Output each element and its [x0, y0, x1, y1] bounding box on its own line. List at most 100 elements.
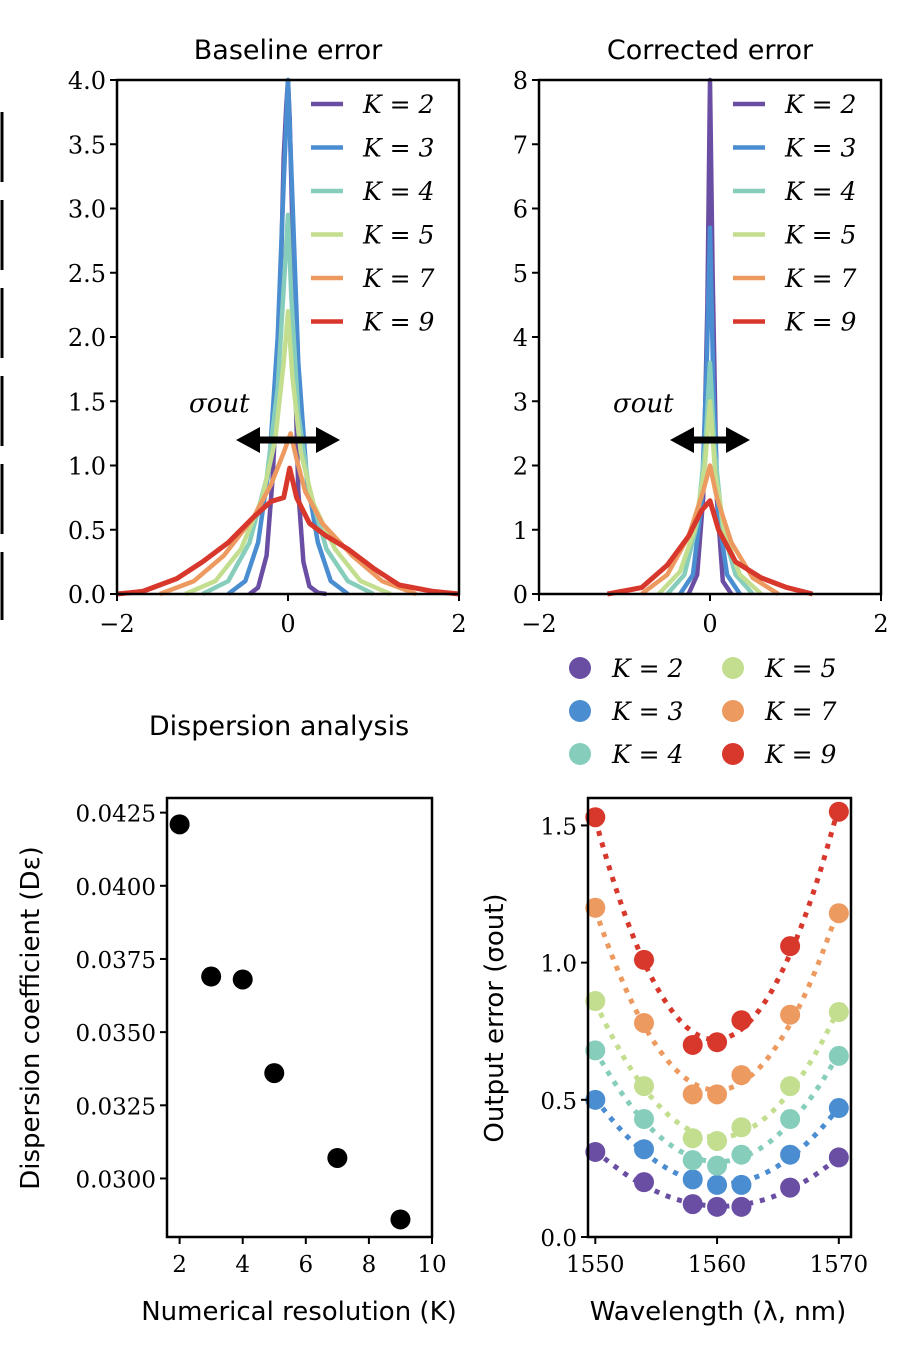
legend-label: K = 4 [784, 177, 856, 206]
legend-label: K = 2 [362, 90, 434, 119]
x-tick-label: 2 [451, 610, 466, 638]
fit-curve-k=7 [592, 906, 842, 1093]
y-tick-label: 2.5 [68, 260, 106, 288]
data-point [780, 936, 801, 957]
arrow-head-right [316, 427, 340, 453]
x-axis-label: Wavelength (λ, nm) [590, 1297, 847, 1327]
legend-label: K = 4 [362, 177, 434, 206]
legend-label: K = 5 [784, 221, 856, 250]
x-tick-label: −2 [521, 610, 556, 638]
data-point [585, 1141, 606, 1162]
data-point [634, 1076, 655, 1097]
data-point [585, 897, 606, 918]
arrow-head-right [726, 427, 750, 453]
legend-marker [569, 657, 591, 679]
legend-label: K = 5 [362, 221, 434, 250]
data-point [585, 807, 606, 828]
sigma-annotation: σout [613, 389, 674, 419]
x-tick-label: 0 [280, 610, 295, 638]
sigma-annotation: σout [189, 389, 250, 419]
data-point [707, 1130, 728, 1151]
data-point [780, 1144, 801, 1165]
legend-marker [722, 657, 744, 679]
data-point [634, 1109, 655, 1130]
x-tick-label: −2 [99, 610, 134, 638]
y-tick-label: 6 [513, 196, 528, 224]
data-point [634, 1012, 655, 1033]
legend-label: K = 5 [764, 654, 836, 683]
x-tick-label: 6 [298, 1252, 313, 1278]
y-tick-label: 2.0 [68, 324, 106, 352]
y-tick-label: 0.0425 [76, 802, 156, 828]
series-line-k=9 [606, 498, 814, 597]
y-tick-label: 2 [513, 453, 528, 481]
y-tick-label: 5 [513, 260, 528, 288]
y-tick-label: 0.5 [540, 1089, 577, 1115]
y-tick-label: 0.0375 [76, 948, 156, 974]
y-tick-label: 4.0 [68, 67, 106, 95]
data-point [634, 1172, 655, 1193]
data-point [731, 1144, 752, 1165]
data-point [780, 1177, 801, 1198]
plot-frame [165, 796, 434, 1239]
series-line-k=7 [159, 431, 418, 597]
y-tick-label: 1.0 [68, 453, 106, 481]
legend-label: K = 9 [784, 308, 857, 337]
y-tick-label: 1 [513, 517, 528, 545]
legend-marker [722, 700, 744, 722]
data-point [731, 1010, 752, 1031]
y-tick-label: 1.5 [540, 814, 577, 840]
data-point [682, 1194, 703, 1215]
data-point [682, 1034, 703, 1055]
legend-label: K = 7 [362, 264, 435, 293]
y-tick-label: 0.0 [68, 581, 106, 609]
x-tick-label: 8 [362, 1252, 377, 1278]
data-point [682, 1169, 703, 1190]
data-point [731, 1065, 752, 1086]
x-axis-label: Numerical resolution (K) [141, 1297, 457, 1327]
data-point [585, 991, 606, 1012]
chart-title: Baseline error [194, 35, 383, 66]
data-point [585, 1040, 606, 1061]
legend-marker [569, 743, 591, 765]
legend-marker [722, 743, 744, 765]
legend-label: K = 2 [611, 654, 683, 683]
data-point [169, 814, 190, 835]
fit-curve-k=5 [593, 1001, 842, 1140]
data-point [585, 1089, 606, 1110]
y-tick-label: 0.0300 [76, 1167, 156, 1193]
y-tick-label: 7 [513, 131, 528, 159]
legend-label: K = 9 [362, 308, 435, 337]
data-point [327, 1147, 348, 1168]
data-point [828, 1098, 849, 1119]
y-tick-label: 8 [513, 67, 528, 95]
legend-label: K = 2 [784, 90, 856, 119]
legend-label: K = 3 [362, 134, 434, 163]
panel-corrected [532, 77, 883, 601]
data-point [634, 1139, 655, 1160]
series-line-k=4 [201, 212, 375, 597]
series-line-k=9 [116, 465, 460, 597]
series-line-k=3 [678, 225, 742, 596]
y-tick-label: 4 [513, 324, 528, 352]
data-point [707, 1196, 728, 1217]
series-line-k=5 [184, 309, 392, 597]
y-tick-label: 0.0 [540, 1226, 577, 1252]
data-point [828, 903, 849, 924]
y-tick-label: 0.0350 [76, 1021, 156, 1047]
data-point [731, 1117, 752, 1138]
x-tick-label: 1560 [688, 1252, 747, 1278]
data-point [780, 1109, 801, 1130]
legend-label: K = 9 [764, 740, 837, 769]
data-point [707, 1174, 728, 1195]
legend-marker [569, 700, 591, 722]
x-tick-label: 10 [417, 1252, 446, 1278]
legend-label: K = 4 [611, 740, 683, 769]
x-tick-label: 2 [172, 1252, 187, 1278]
data-point [634, 949, 655, 970]
data-point [707, 1032, 728, 1053]
x-tick-label: 0 [702, 610, 717, 638]
y-tick-label: 3.0 [68, 196, 106, 224]
data-point [682, 1084, 703, 1105]
data-point [707, 1084, 728, 1105]
